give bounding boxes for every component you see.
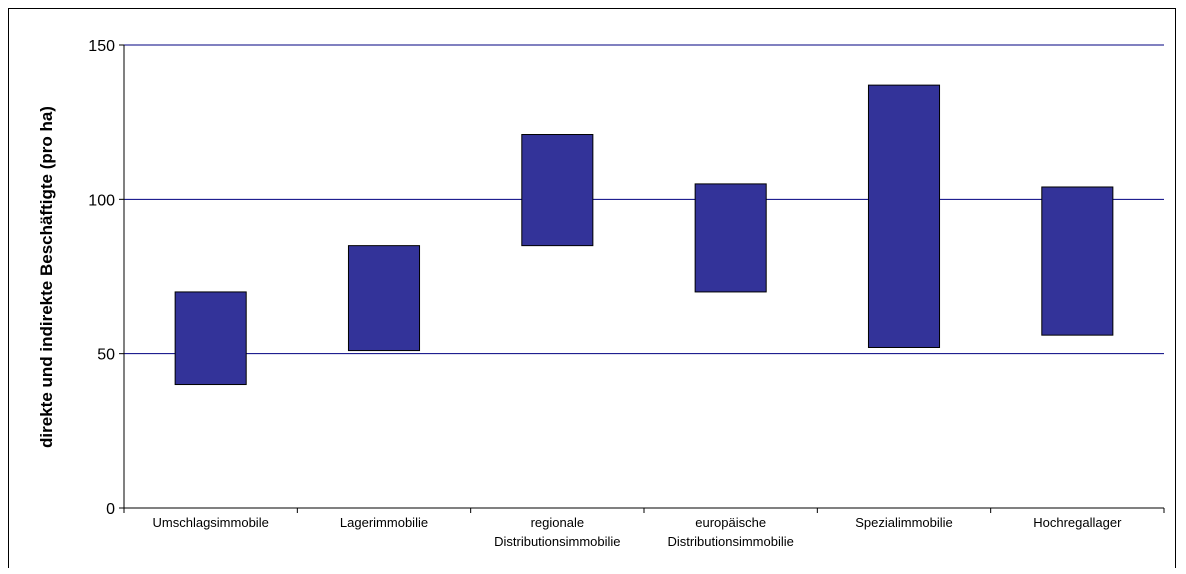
x-category-label-line: Distributionsimmobilie [667, 534, 793, 549]
y-tick-label-150: 150 [88, 38, 115, 55]
bars [174, 84, 1114, 386]
bar-5 [867, 84, 941, 348]
y-tick-labels: 0 50 100 150 [88, 38, 115, 518]
x-category-labels: Umschlagsimmobile Lagerimmobilie regionale… [153, 515, 1123, 549]
y-tick-label-0: 0 [106, 501, 115, 518]
chart-frame [8, 8, 1176, 568]
bar-3 [521, 134, 594, 247]
x-category-label-2: Lagerimmobilie [340, 515, 428, 530]
x-category-label-line: Distributionsimmobilie [494, 534, 620, 549]
axes [119, 44, 1165, 513]
x-category-label-line: Lagerimmobilie [340, 515, 428, 530]
x-category-label-line: Hochregallager [1033, 515, 1122, 530]
x-category-label-3: regionale Distributionsimmobilie [494, 515, 620, 549]
bar-2 [347, 245, 421, 352]
y-tick-label-50: 50 [97, 347, 115, 364]
x-category-label-line: regionale [531, 515, 585, 530]
x-category-label-6: Hochregallager [1033, 515, 1122, 530]
bar-4 [694, 183, 767, 293]
grid-lines [124, 44, 1164, 355]
x-category-label-line: Umschlagsimmobile [153, 515, 269, 530]
x-category-label-5: Spezialimmobilie [855, 515, 953, 530]
y-tick-label-100: 100 [88, 192, 115, 209]
bar-6 [1041, 186, 1114, 336]
x-category-label-1: Umschlagsimmobile [153, 515, 269, 530]
x-category-label-4: europäische Distributionsimmobilie [667, 515, 793, 549]
y-axis-title: direkte und indirekte Beschäftigte (pro … [37, 106, 56, 448]
x-category-label-line: Spezialimmobilie [855, 515, 953, 530]
x-category-label-line: europäische [695, 515, 766, 530]
bar-1 [174, 291, 247, 386]
